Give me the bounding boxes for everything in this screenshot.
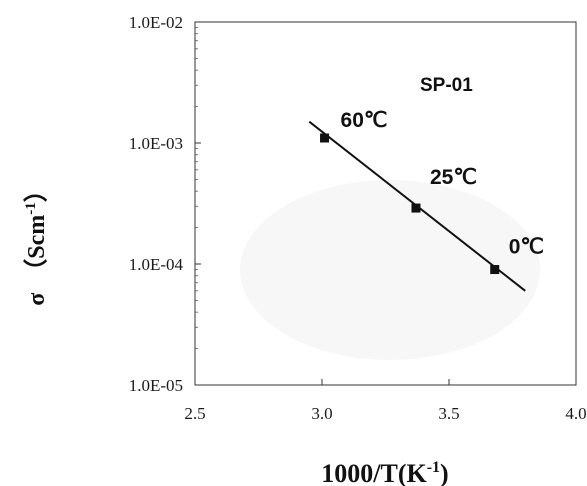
data-points	[320, 133, 500, 275]
x-tick-label: 3.0	[311, 404, 332, 423]
x-tick-label: 4.0	[565, 404, 586, 423]
point-label: 0℃	[509, 236, 544, 259]
point-label: 25℃	[430, 166, 477, 189]
y-tick-label: 1.0E-03	[129, 134, 183, 153]
plot-area	[196, 23, 575, 384]
data-point	[490, 265, 500, 275]
y-axis-title: σ（Scm-1）	[23, 178, 50, 306]
axes: 1.0E-05 1.0E-04 1.0E-03 1.0E-02 2.5 3.0 3.5 4.0	[129, 13, 587, 423]
plot-frame	[194, 21, 577, 386]
x-tick-label: 3.5	[438, 404, 459, 423]
y-tick-label: 1.0E-04	[129, 255, 184, 274]
y-tick-label: 1.0E-05	[129, 376, 183, 395]
y-tick-label: 1.0E-02	[129, 13, 183, 32]
plot-shading	[240, 180, 540, 360]
data-point	[411, 203, 421, 213]
point-labels: 60℃ 25℃ 0℃	[341, 109, 544, 259]
point-label: 60℃	[341, 109, 388, 132]
x-tick-label: 2.5	[184, 404, 205, 423]
series-annotation: SP-01	[420, 75, 473, 96]
x-axis-title: 1000/T(K-1)	[321, 459, 448, 486]
data-point	[320, 133, 330, 143]
